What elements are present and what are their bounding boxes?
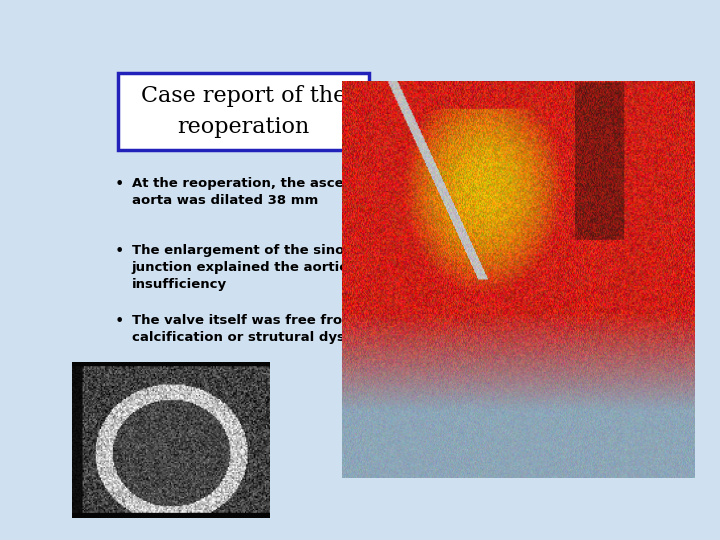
Text: •: • [115, 177, 125, 192]
Text: At the reoperation, the ascending
aorta was dilated 38 mm: At the reoperation, the ascending aorta … [132, 177, 386, 207]
Text: •: • [115, 244, 125, 259]
FancyBboxPatch shape [118, 73, 369, 150]
Text: •: • [115, 314, 125, 329]
Text: The valve itself was free from of any
calcification or strutural dysfunction: The valve itself was free from of any ca… [132, 314, 407, 345]
Text: Case report of the
reoperation: Case report of the reoperation [141, 85, 346, 138]
Text: The enlargement of the sinotubular
junction explained the aortic
insufficiency: The enlargement of the sinotubular junct… [132, 244, 399, 291]
